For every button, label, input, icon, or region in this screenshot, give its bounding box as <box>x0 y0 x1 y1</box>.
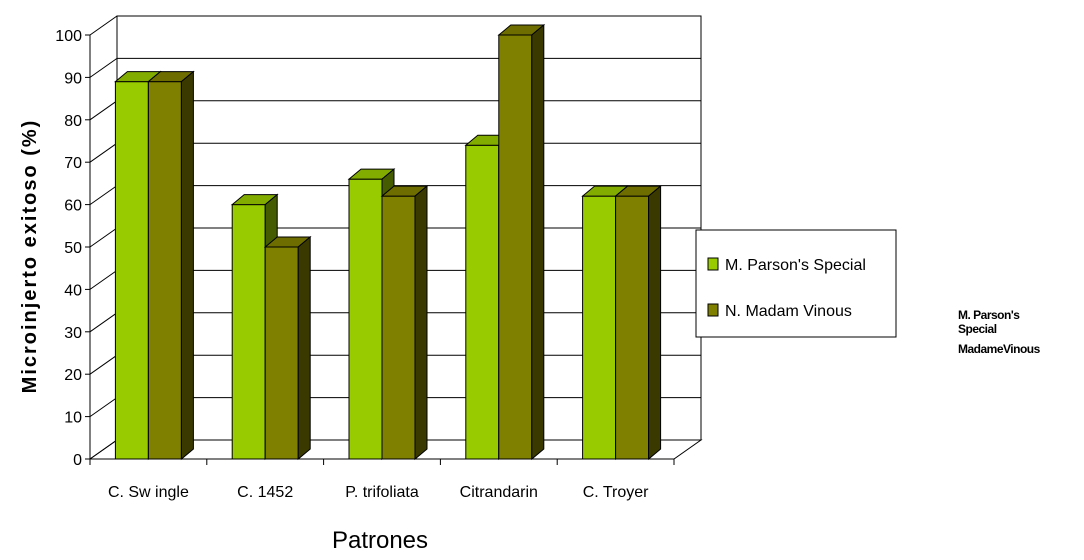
bar <box>614 185 662 461</box>
bar-side <box>180 70 194 461</box>
y-tick-label: 50 <box>64 240 82 257</box>
stray-label-1: M. Parson's <box>958 308 1020 322</box>
bar-front <box>381 195 416 460</box>
y-tick-label: 20 <box>64 367 82 384</box>
gridline-depth <box>89 15 118 36</box>
gridline-depth <box>89 312 118 333</box>
bar-front <box>114 81 149 460</box>
legend: M. Parson's Special N. Madam Vinous <box>695 229 897 338</box>
y-tick-label: 90 <box>64 70 82 87</box>
bar-side <box>297 235 311 461</box>
y-tick-label: 0 <box>73 452 82 469</box>
bar <box>147 70 195 461</box>
stray-label-3: MadameVinous <box>958 342 1040 356</box>
bar <box>263 235 312 461</box>
legend-box <box>695 229 897 338</box>
bar-front <box>465 144 500 460</box>
x-tick-label: C. Sw ingle <box>108 484 189 501</box>
bar-side <box>648 185 662 461</box>
y-tick-label: 100 <box>55 28 82 45</box>
x-tick-label: P. trifoliata <box>345 484 419 501</box>
x-tick-label: C. 1452 <box>237 484 293 501</box>
y-tick-label: 30 <box>64 325 82 342</box>
gridline-depth <box>89 354 118 375</box>
x-tick-label: C. Troyer <box>583 484 649 501</box>
gridline-depth <box>89 185 118 206</box>
tick-labels: 0 10 20 30 40 50 60 70 80 90 100 C. Sw ingle C. 1452… <box>55 28 649 501</box>
bar-front <box>264 246 299 460</box>
gridline-depth <box>89 227 118 248</box>
legend-label-1: M. Parson's Special <box>725 257 866 274</box>
legend-swatch-2 <box>707 303 719 317</box>
y-tick-label: 70 <box>64 155 82 172</box>
x-axis-title: Patrones <box>332 527 428 554</box>
gridline-depth <box>89 397 118 418</box>
legend-label-2: N. Madam Vinous <box>725 303 852 320</box>
bar <box>380 185 429 461</box>
gridline-depth <box>89 439 118 460</box>
bar-side <box>414 185 428 461</box>
y-tick-label: 40 <box>64 282 82 299</box>
y-tick-label: 10 <box>64 410 82 427</box>
bar-front <box>615 195 650 460</box>
y-axis-title: Microinjerto exitoso (%) <box>19 119 41 394</box>
gridline-depth <box>89 57 118 78</box>
y-tick-label: 60 <box>64 198 82 215</box>
bars <box>114 23 662 461</box>
gridline-depth <box>89 100 118 121</box>
x-tick-label: Citrandarin <box>460 484 538 501</box>
bar-front <box>582 195 617 460</box>
gridline-depth <box>89 269 118 290</box>
legend-swatch-1 <box>707 257 719 271</box>
axes <box>85 34 675 465</box>
bar-side <box>531 23 545 461</box>
bar-front <box>498 34 533 460</box>
bar <box>497 23 546 461</box>
gridline-depth <box>89 142 118 163</box>
stray-label-2: Special <box>958 322 997 336</box>
bar-front <box>231 204 266 460</box>
bar-front <box>348 178 383 460</box>
y-tick-label: 80 <box>64 113 82 130</box>
bar-front <box>147 81 182 460</box>
